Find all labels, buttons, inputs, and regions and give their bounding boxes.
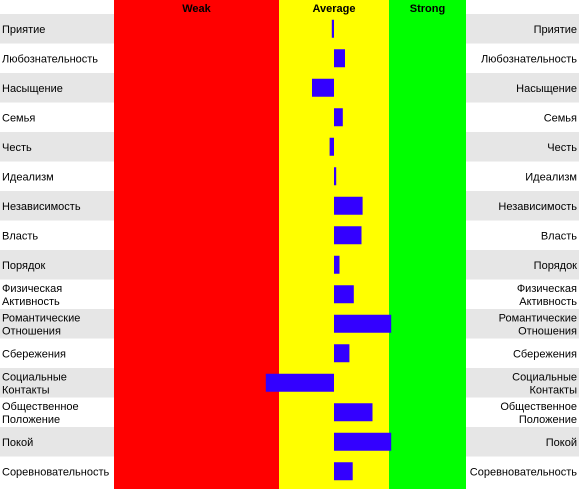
category-label-left: Социальные Контакты	[2, 371, 67, 396]
category-label-left: Независимость	[2, 201, 81, 213]
bar	[334, 285, 354, 304]
category-label-right: Приятие	[534, 24, 577, 36]
bar	[334, 167, 337, 186]
bar	[265, 373, 334, 392]
bar	[312, 78, 334, 97]
category-label-left: Романтические Отношения	[2, 312, 80, 337]
bar	[334, 226, 362, 245]
score-zones: Weak Average Strong	[114, 0, 466, 489]
category-label-right: Соревновательность	[470, 466, 577, 478]
category-label-right: Честь	[547, 142, 577, 154]
category-label-right: Романтические Отношения	[499, 312, 577, 337]
zone-label: Weak	[182, 3, 211, 15]
category-label-right: Физическая Активность	[517, 283, 577, 308]
category-label-right: Идеализм	[525, 171, 577, 183]
category-label-right: Независимость	[498, 201, 577, 213]
category-label-left: Честь	[2, 142, 32, 154]
category-label-right: Сбережения	[513, 348, 577, 360]
bar	[334, 314, 392, 333]
bar	[334, 108, 343, 127]
bars	[265, 19, 392, 481]
bar	[334, 255, 340, 274]
category-label-right: Любознательность	[481, 53, 577, 65]
category-label-left: Власть	[2, 230, 38, 242]
category-label-right: Общественное Положение	[500, 401, 577, 426]
category-label-left: Сбережения	[2, 348, 66, 360]
category-label-right: Насыщение	[516, 83, 577, 95]
category-label-left: Семья	[2, 112, 35, 124]
category-label-right: Порядок	[534, 260, 578, 272]
category-label-right: Социальные Контакты	[512, 371, 577, 396]
category-label-left: Порядок	[2, 260, 46, 272]
category-label-left: Любознательность	[2, 53, 98, 65]
bar	[334, 344, 350, 363]
category-label-left: Насыщение	[2, 83, 63, 95]
zone-label: Average	[312, 3, 355, 15]
bar	[334, 49, 345, 68]
bar	[334, 196, 363, 215]
category-label-left: Приятие	[2, 24, 45, 36]
zone-weak	[114, 0, 279, 489]
category-label-right: Власть	[541, 230, 577, 242]
left-category-labels: Приятие Любознательность Насыщение Семья Чес…	[2, 24, 109, 479]
bar	[334, 462, 353, 481]
zone-strong	[389, 0, 466, 489]
category-label-left: Физическая Активность	[2, 283, 62, 308]
zone-label: Strong	[410, 3, 445, 15]
bar	[331, 19, 334, 38]
bar	[334, 432, 392, 451]
bar	[329, 137, 334, 156]
category-label-left: Соревновательность	[2, 466, 109, 478]
category-label-left: Общественное Положение	[2, 401, 79, 426]
bar	[334, 403, 373, 422]
category-label-right: Семья	[544, 112, 577, 124]
category-label-left: Идеализм	[2, 171, 54, 183]
category-label-left: Покой	[2, 437, 33, 449]
category-label-right: Покой	[546, 437, 577, 449]
right-category-labels: Приятие Любознательность Насыщение Семья Чес…	[470, 24, 577, 479]
